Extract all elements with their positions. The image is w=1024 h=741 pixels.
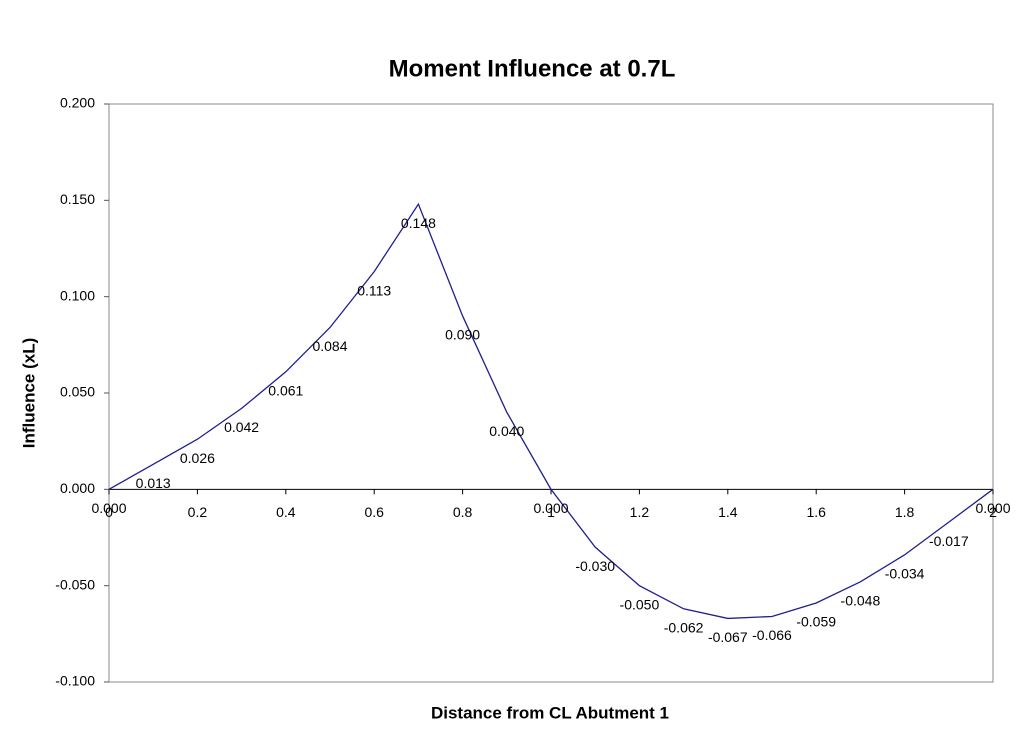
x-tick-label: 0.4	[276, 504, 296, 520]
data-label: -0.050	[620, 596, 660, 612]
data-label: -0.034	[885, 566, 925, 582]
x-tick-label: 1.6	[806, 504, 826, 520]
data-label: 0.061	[268, 383, 303, 399]
y-tick-label: 0.000	[60, 480, 95, 496]
x-tick-label: 1.2	[630, 504, 650, 520]
x-tick-label: 0.2	[188, 504, 208, 520]
data-label: 0.000	[533, 500, 568, 516]
chart-title: Moment Influence at 0.7L	[389, 55, 676, 82]
x-tick-label: 1.4	[718, 504, 738, 520]
data-label: 0.090	[445, 327, 480, 343]
y-tick-label: -0.050	[55, 576, 95, 592]
data-label: 0.042	[224, 419, 259, 435]
y-tick-label: 0.200	[60, 95, 95, 111]
y-tick-label: 0.050	[60, 384, 95, 400]
data-label: 0.026	[180, 450, 215, 466]
data-label: 0.000	[91, 500, 126, 516]
y-axis-title: Influence (xL)	[19, 338, 38, 449]
x-tick-label: 2	[989, 504, 997, 520]
data-label: 0.113	[357, 282, 391, 298]
data-label: -0.062	[664, 619, 704, 635]
data-label: 0.040	[489, 423, 524, 439]
x-axis-title: Distance from CL Abutment 1	[431, 703, 669, 722]
data-label: -0.017	[929, 533, 969, 549]
data-label: 0.084	[312, 338, 347, 354]
data-label: -0.030	[575, 558, 615, 574]
y-tick-label: 0.150	[60, 191, 95, 207]
data-label: -0.066	[752, 627, 792, 643]
series-line	[108, 202, 994, 620]
x-tick-label: 1	[547, 504, 555, 520]
data-label: 0.000	[975, 500, 1010, 516]
x-tick-label: 0.8	[453, 504, 473, 520]
y-tick-label: -0.100	[55, 673, 95, 689]
y-tick-label: 0.100	[60, 287, 95, 303]
data-label: 0.013	[136, 475, 171, 491]
data-label: -0.048	[841, 593, 881, 609]
x-tick-label: 1.8	[895, 504, 915, 520]
x-tick-label: 0	[105, 504, 113, 520]
data-label: -0.067	[708, 629, 748, 645]
x-tick-label: 0.6	[364, 504, 384, 520]
data-label: -0.059	[796, 614, 836, 630]
data-label: 0.148	[401, 215, 436, 231]
